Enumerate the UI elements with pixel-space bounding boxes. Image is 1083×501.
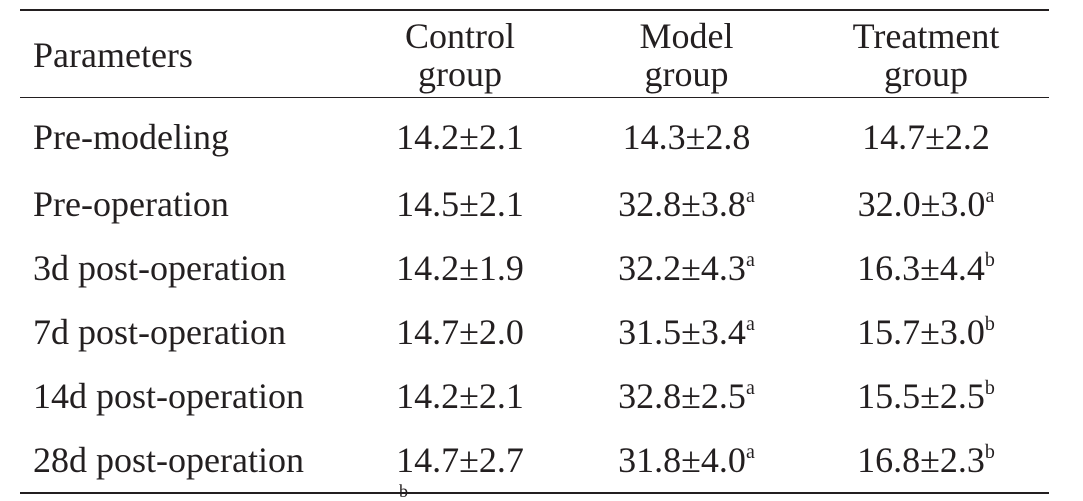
header-model-group: Model group <box>570 9 803 98</box>
table-header-row: Parameters Control group Model group Tre… <box>20 9 1049 98</box>
table-row: 3d post-operation 14.2±1.9 32.2±4.3a 16.3±4… <box>20 236 1049 300</box>
row-label: 7d post-operation <box>33 312 286 352</box>
header-control-line2: group <box>418 54 502 94</box>
table-row: 14d post-operation 14.2±2.1 32.8±2.5a 15.5±… <box>20 364 1049 428</box>
model-value-cell: 31.5±3.4a <box>570 300 803 364</box>
treatment-value: 32.0±3.0 <box>857 184 986 224</box>
treatment-value: 15.5±2.5 <box>857 376 985 416</box>
row-label: Pre-operation <box>33 184 229 224</box>
treatment-value: 15.7±3.0 <box>857 312 985 352</box>
control-value: 14.7±2.0 <box>396 312 524 352</box>
model-value: 32.8±3.8 <box>618 184 746 224</box>
control-value-cell: 14.2±2.1 <box>350 364 570 428</box>
treatment-value: 14.7±2.2 <box>862 117 990 157</box>
model-significance-mark: a <box>745 441 755 463</box>
table-row: 7d post-operation 14.7±2.0 31.5±3.4a 15.7±3… <box>20 300 1049 364</box>
table-row: Pre-operation 14.5±2.1 32.8±3.8a 32.0±3.0a <box>20 172 1049 236</box>
footnote-mark: b <box>399 481 408 501</box>
control-value: 14.5±2.1 <box>396 184 524 224</box>
row-label: 14d post-operation <box>33 376 304 416</box>
model-significance-mark: a <box>745 249 755 271</box>
control-value-cell: 14.2±2.1 <box>350 98 570 173</box>
model-value-cell: 31.8±4.0a <box>570 428 803 494</box>
treatment-significance-mark: a <box>985 185 995 207</box>
treatment-value: 16.8±2.3 <box>857 440 985 480</box>
header-treatment-line1: Treatment <box>852 16 1000 56</box>
model-value: 14.3±2.8 <box>622 117 751 157</box>
control-value-cell: 14.2±1.9 <box>350 236 570 300</box>
treatment-value-cell: 16.3±4.4b <box>803 236 1049 300</box>
model-value-cell: 32.2±4.3a <box>570 236 803 300</box>
model-value: 31.8±4.0 <box>618 440 746 480</box>
table-body: Pre-modeling 14.2±2.1 14.3±2.8 14.7±2.2 Pre-… <box>20 98 1049 494</box>
header-control-group: Control group <box>350 9 570 98</box>
control-value-cell: 14.7±2.7 <box>350 428 570 494</box>
control-value: 14.7±2.7 <box>396 440 524 480</box>
header-model-line1: Model <box>639 16 734 56</box>
row-label: 28d post-operation <box>20 428 350 494</box>
model-value-cell: 14.3±2.8 <box>570 98 803 173</box>
treatment-value-cell: 15.7±3.0b <box>803 300 1049 364</box>
treatment-significance-mark: b <box>984 377 995 399</box>
data-table: Parameters Control group Model group Tre… <box>20 9 1049 494</box>
table-row: 28d post-operation 14.7±2.7 31.8±4.0a 16.8±… <box>20 428 1049 494</box>
header-parameters: Parameters <box>20 9 350 98</box>
model-value-cell: 32.8±3.8a <box>570 172 803 236</box>
treatment-value: 16.3±4.4 <box>857 248 985 288</box>
model-significance-mark: a <box>745 313 755 335</box>
header-treatment-group: Treatment group <box>803 9 1049 98</box>
treatment-significance-mark: b <box>984 441 995 463</box>
control-value: 14.2±1.9 <box>396 248 524 288</box>
treatment-value-cell: 32.0±3.0a <box>803 172 1049 236</box>
treatment-value-cell: 14.7±2.2 <box>803 98 1049 173</box>
treatment-significance-mark: b <box>984 249 995 271</box>
model-value: 32.2±4.3 <box>618 248 746 288</box>
treatment-value-cell: 16.8±2.3b <box>803 428 1049 494</box>
control-value-cell: 14.7±2.0 <box>350 300 570 364</box>
header-model-line2: group <box>644 54 729 94</box>
treatment-significance-mark: b <box>984 313 995 335</box>
model-value-cell: 32.8±2.5a <box>570 364 803 428</box>
control-value-cell: 14.5±2.1 <box>350 172 570 236</box>
control-value: 14.2±2.1 <box>396 376 524 416</box>
treatment-value-cell: 15.5±2.5b <box>803 364 1049 428</box>
row-label: Pre-modeling <box>33 117 229 157</box>
model-value: 32.8±2.5 <box>618 376 746 416</box>
model-significance-mark: a <box>745 185 755 207</box>
header-control-line1: Control <box>404 16 515 56</box>
row-label: 3d post-operation <box>33 248 286 288</box>
control-value: 14.2±2.1 <box>396 117 524 157</box>
model-significance-mark: a <box>745 377 755 399</box>
header-treatment-line2: group <box>884 54 968 94</box>
data-table-container: Parameters Control group Model group Tre… <box>20 9 1049 494</box>
model-value: 31.5±3.4 <box>618 312 746 352</box>
table-row: Pre-modeling 14.2±2.1 14.3±2.8 14.7±2.2 <box>20 98 1049 173</box>
